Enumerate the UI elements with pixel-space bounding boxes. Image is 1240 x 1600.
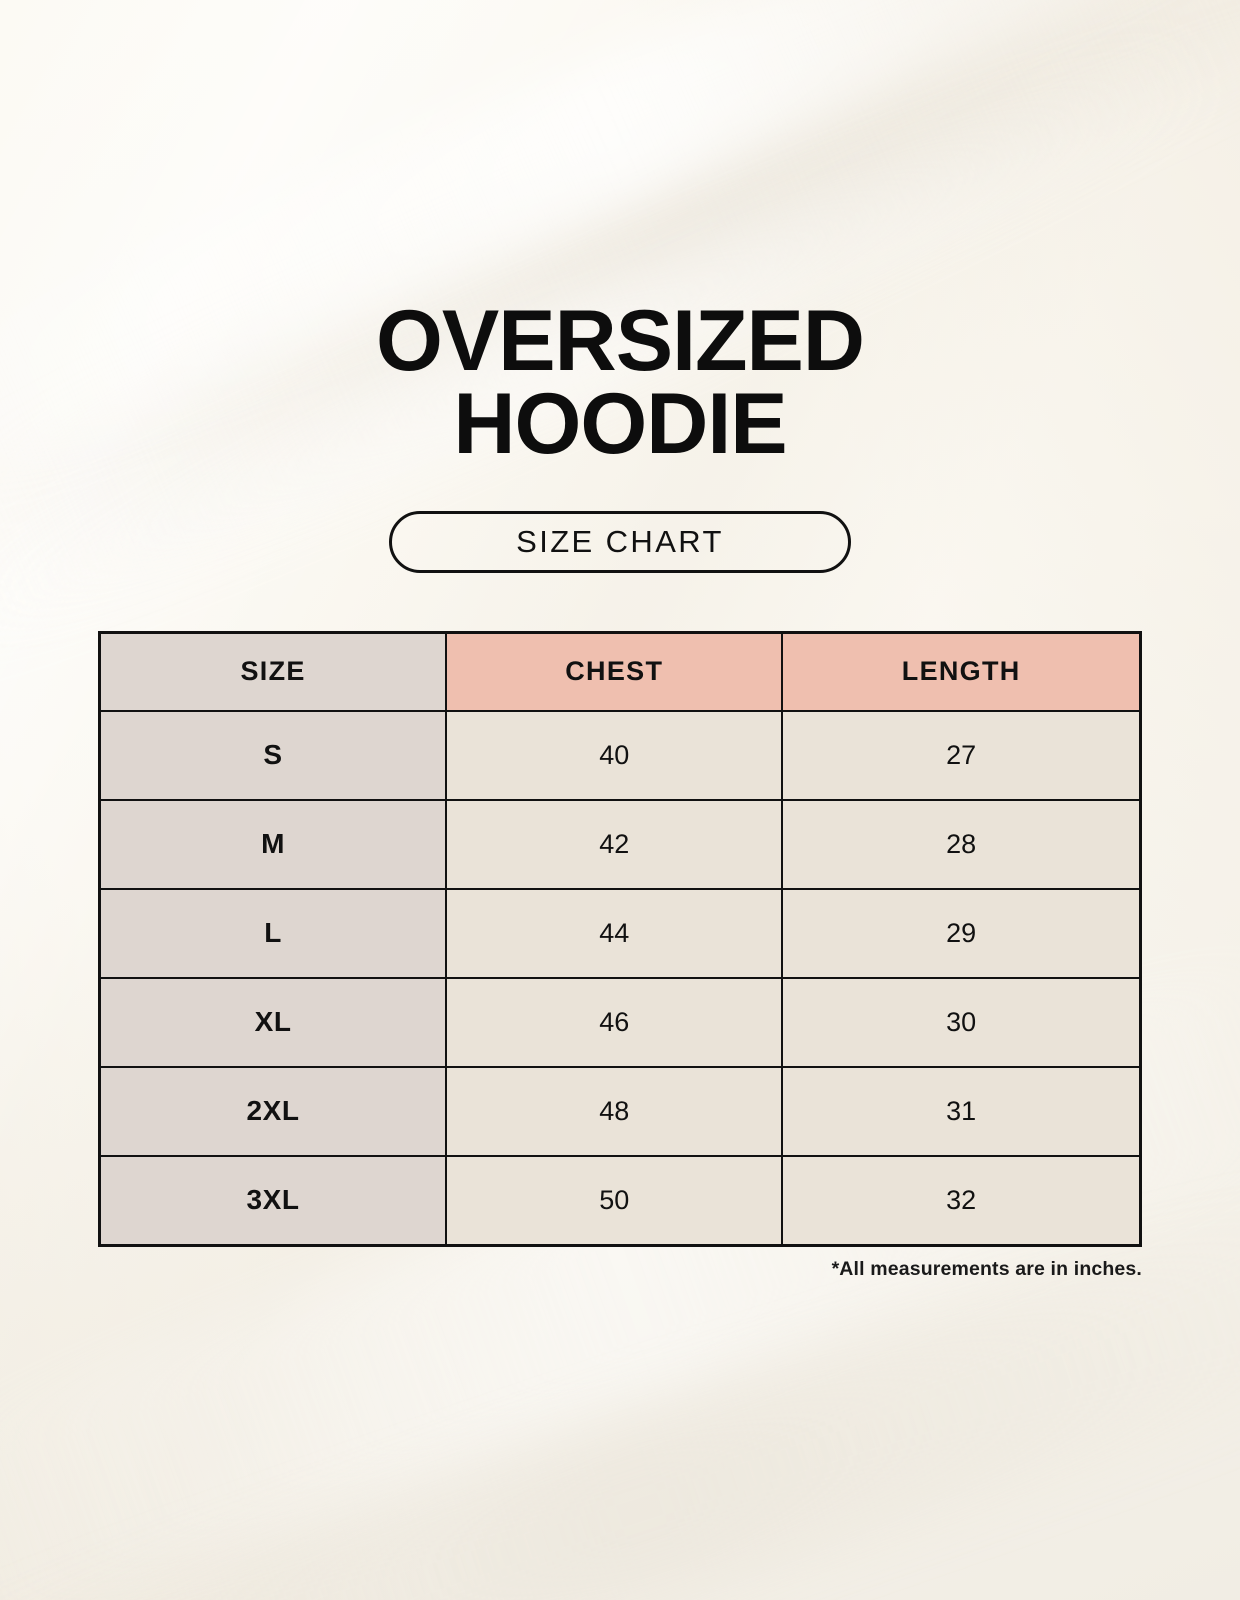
cell-chest: 48 bbox=[445, 1065, 784, 1157]
cell-chest: 42 bbox=[445, 798, 784, 890]
cell-size: M bbox=[98, 798, 448, 890]
size-table-body: S 40 27 M 42 28 L 44 29 XL 46 30 bbox=[98, 709, 1142, 1247]
column-header-length: LENGTH bbox=[781, 631, 1142, 712]
size-chart-badge: SIZE CHART bbox=[389, 510, 851, 573]
table-header-row: SIZE CHEST LENGTH bbox=[98, 631, 1142, 712]
cell-size: L bbox=[98, 887, 448, 979]
cell-length: 32 bbox=[781, 1154, 1142, 1247]
cell-size: 3XL bbox=[98, 1154, 448, 1247]
table-row: S 40 27 bbox=[98, 709, 1142, 801]
cell-size: XL bbox=[98, 976, 448, 1068]
column-header-size: SIZE bbox=[98, 631, 448, 712]
cell-chest: 40 bbox=[445, 709, 784, 801]
measurement-units-note: *All measurements are in inches. bbox=[831, 1257, 1142, 1280]
cell-length: 30 bbox=[781, 976, 1142, 1068]
cell-size: S bbox=[98, 709, 448, 801]
column-header-chest: CHEST bbox=[445, 631, 784, 712]
cell-chest: 46 bbox=[445, 976, 784, 1068]
table-row: XL 46 30 bbox=[98, 976, 1142, 1068]
size-chart-badge-label: SIZE CHART bbox=[516, 523, 724, 559]
cell-length: 28 bbox=[781, 798, 1142, 890]
table-row: 3XL 50 32 bbox=[98, 1154, 1142, 1247]
size-table: SIZE CHEST LENGTH S 40 27 M 42 28 L bbox=[98, 630, 1142, 1247]
size-table-container: SIZE CHEST LENGTH S 40 27 M 42 28 L bbox=[98, 630, 1142, 1247]
page-title-line-1: OVERSIZED bbox=[376, 293, 865, 389]
table-row: M 42 28 bbox=[98, 798, 1142, 890]
cell-length: 29 bbox=[781, 887, 1142, 979]
cell-size: 2XL bbox=[98, 1065, 448, 1157]
page-title: OVERSIZED HOODIE bbox=[376, 293, 865, 473]
cell-chest: 50 bbox=[445, 1154, 784, 1247]
table-row: 2XL 48 31 bbox=[98, 1065, 1142, 1157]
page-title-line-2: HOODIE bbox=[453, 376, 787, 473]
cell-length: 31 bbox=[781, 1065, 1142, 1157]
cell-length: 27 bbox=[781, 709, 1142, 801]
table-row: L 44 29 bbox=[98, 887, 1142, 979]
size-table-head: SIZE CHEST LENGTH bbox=[98, 631, 1142, 712]
cell-chest: 44 bbox=[445, 887, 784, 979]
